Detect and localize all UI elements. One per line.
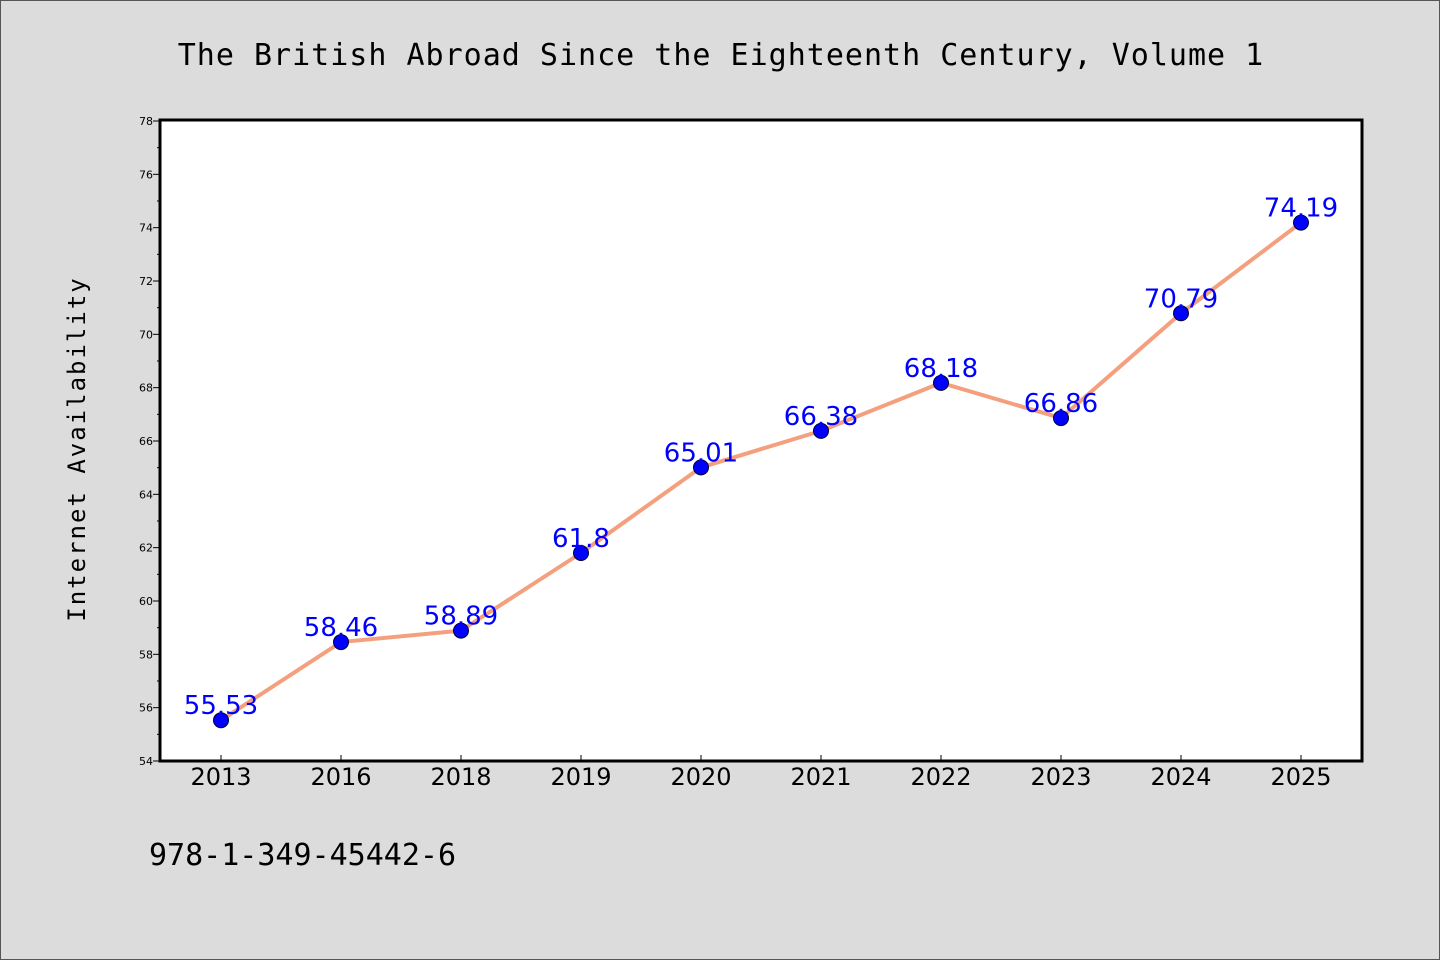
data-label: 68.18 [904, 354, 978, 384]
y-tick-label: 54 [139, 755, 153, 768]
data-point [1293, 214, 1309, 231]
x-tick-label: 2022 [910, 763, 971, 791]
data-label: 66.86 [1024, 389, 1098, 419]
y-tick-label: 70 [139, 328, 153, 341]
x-tick-label: 2020 [670, 763, 731, 791]
y-axis: 54 56 58 60 62 64 66 68 70 72 74 76 78 [139, 115, 161, 768]
data-label: 70.79 [1144, 284, 1218, 314]
data-label: 74.19 [1264, 194, 1338, 224]
y-tick-label: 60 [139, 595, 153, 608]
y-tick-label: 58 [139, 648, 153, 661]
y-tick-label: 66 [139, 435, 153, 448]
data-points [213, 214, 1309, 729]
data-point [1053, 410, 1069, 427]
series-line-group [219, 220, 1303, 723]
data-label: 58.89 [424, 602, 498, 632]
y-tick-label: 56 [139, 702, 153, 715]
y-tick-label: 62 [139, 542, 153, 555]
data-point [1173, 305, 1189, 322]
data-point [933, 374, 949, 391]
data-point [333, 634, 349, 651]
y-axis-label: Internet Availability [63, 276, 91, 621]
data-point [453, 622, 469, 639]
chart-title: The British Abroad Since the Eighteenth … [178, 38, 1265, 73]
series-line [219, 220, 1303, 723]
y-tick-label: 78 [139, 115, 153, 128]
x-tick-label: 2019 [550, 763, 611, 791]
plot-area [158, 118, 1364, 763]
isbn-text: 978-1-349-45442-6 [149, 838, 456, 873]
x-tick-label: 2025 [1270, 763, 1331, 791]
x-axis: 2013 2016 2018 2019 2020 2021 2022 2023 2024 2025 [190, 755, 1332, 791]
data-point [693, 459, 709, 476]
y-tick-label: 68 [139, 382, 153, 395]
x-tick-label: 2016 [310, 763, 371, 791]
y-tick-label: 64 [139, 488, 153, 501]
y-tick-label: 74 [139, 222, 153, 235]
x-tick-label: 2023 [1030, 763, 1091, 791]
data-point [813, 422, 829, 439]
y-tick-label: 72 [139, 275, 153, 288]
data-label: 58.46 [304, 613, 378, 643]
data-point [573, 545, 589, 561]
data-label: 65.01 [664, 438, 738, 468]
x-tick-label: 2018 [430, 763, 491, 791]
x-tick-label: 2013 [190, 763, 251, 791]
x-tick-label: 2024 [1150, 763, 1211, 791]
x-tick-label: 2021 [790, 763, 851, 791]
data-labels: 55.53 58.46 58.89 61.8 65.01 66.38 68.18 66.86 7… [184, 194, 1338, 722]
data-point [213, 712, 229, 729]
data-label: 66.38 [784, 402, 858, 432]
y-tick-label: 76 [139, 168, 153, 181]
data-label: 55.53 [184, 691, 258, 721]
data-label: 61.8 [552, 524, 610, 554]
